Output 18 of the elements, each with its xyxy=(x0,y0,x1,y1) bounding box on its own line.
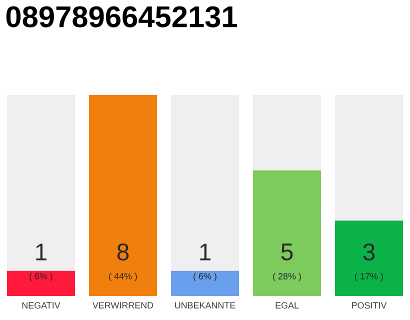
annotation: ( 44% ) xyxy=(109,272,137,282)
annotation: ( 28% ) xyxy=(273,272,301,282)
bar xyxy=(171,270,240,296)
x-tick-label: POSITIV xyxy=(352,302,387,309)
x-tick-label: EGAL xyxy=(276,302,299,309)
data-label: 8 xyxy=(117,244,129,260)
x-tick-label: VERWIRREND xyxy=(92,302,154,308)
annotation: ( 6% ) xyxy=(30,272,52,282)
x-tick-label: NEGATIV xyxy=(22,302,60,309)
data-label: 3 xyxy=(363,244,375,260)
bar xyxy=(7,270,75,296)
data-label: 1 xyxy=(36,244,46,260)
chart-title: 08978966452131 xyxy=(6,6,238,28)
data-label: 1 xyxy=(200,244,210,260)
x-tick-label: UNBEKANNTE xyxy=(175,302,236,308)
annotation: ( 17% ) xyxy=(355,272,383,282)
annotation: ( 6% ) xyxy=(194,272,216,282)
data-label: 5 xyxy=(281,244,293,260)
